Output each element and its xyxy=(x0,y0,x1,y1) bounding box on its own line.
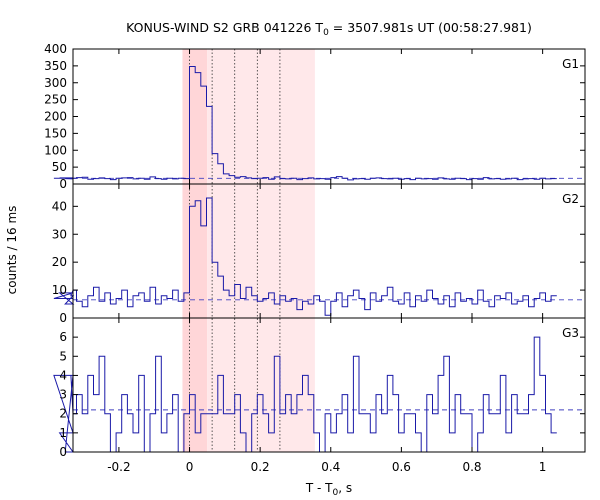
y-tick-label: 5 xyxy=(59,349,67,363)
y-tick-label: 200 xyxy=(44,110,67,124)
y-tick-label: 50 xyxy=(52,160,67,174)
x-axis-label-subscript: 0 xyxy=(333,488,339,498)
x-tick-label: 1 xyxy=(539,460,547,474)
chart-title-subscript: 0 xyxy=(323,28,329,38)
light-curve-g3 xyxy=(53,336,557,453)
plot-area: 050100150200250300350400G1010203040G2012… xyxy=(44,42,586,474)
x-tick-label: 0.2 xyxy=(251,460,270,474)
panel-frame xyxy=(72,317,586,453)
x-tick-label: -0.2 xyxy=(107,460,130,474)
y-tick-label: 40 xyxy=(52,199,67,213)
y-tick-label: 1 xyxy=(59,426,67,440)
chart-title-prefix: KONUS-WIND S2 GRB 041226 T xyxy=(126,20,323,35)
panel-label-g2: G2 xyxy=(562,192,579,206)
x-tick-label: 0.6 xyxy=(392,460,411,474)
x-axis-label-suffix: , s xyxy=(338,481,352,495)
chart-title-suffix: = 3507.981s UT (00:58:27.981) xyxy=(329,20,532,35)
x-tick-label: 0.4 xyxy=(321,460,340,474)
x-tick-label: 0.8 xyxy=(462,460,481,474)
y-tick-label: 400 xyxy=(44,42,67,56)
y-tick-label: 4 xyxy=(59,368,67,382)
y-tick-label: 6 xyxy=(59,330,67,344)
y-tick-label: 0 xyxy=(59,445,67,459)
y-tick-label: 30 xyxy=(52,227,67,241)
light-curve-g2 xyxy=(53,197,557,316)
panel-g1: 0 50 100 150 200 250 300 350 400 G1 xyxy=(44,42,586,191)
y-tick-label: 10 xyxy=(52,283,67,297)
y-tick-label: 100 xyxy=(44,143,67,157)
y-tick-label: 3 xyxy=(59,388,67,402)
y-tick-label: 250 xyxy=(44,93,67,107)
panel-g2: 0 10 20 30 40 G2 xyxy=(52,183,586,325)
panel-frame xyxy=(72,48,586,185)
x-axis-label: T - T0, s xyxy=(305,481,352,498)
y-axis-label: counts / 16 ms xyxy=(5,206,19,295)
y-tick-label: 350 xyxy=(44,59,67,73)
y-tick-label: 0 xyxy=(59,311,67,325)
y-tick-label: 2 xyxy=(59,407,67,421)
panel-label-g1: G1 xyxy=(562,57,579,71)
panel-g3: 0 1 2 3 4 5 6 G3 xyxy=(53,317,586,459)
y-tick-label: 20 xyxy=(52,255,67,269)
y-tick-label: 0 xyxy=(59,177,67,191)
x-tick-label: 0 xyxy=(186,460,194,474)
shaded-interval-1 xyxy=(182,49,208,452)
x-axis-label-prefix: T - T xyxy=(305,481,333,495)
y-tick-label: 300 xyxy=(44,76,67,90)
shaded-interval-2 xyxy=(207,49,315,452)
y-tick-label: 150 xyxy=(44,126,67,140)
panel-label-g3: G3 xyxy=(562,326,579,340)
chart-title: KONUS-WIND S2 GRB 041226 T0 = 3507.981s … xyxy=(126,20,532,38)
